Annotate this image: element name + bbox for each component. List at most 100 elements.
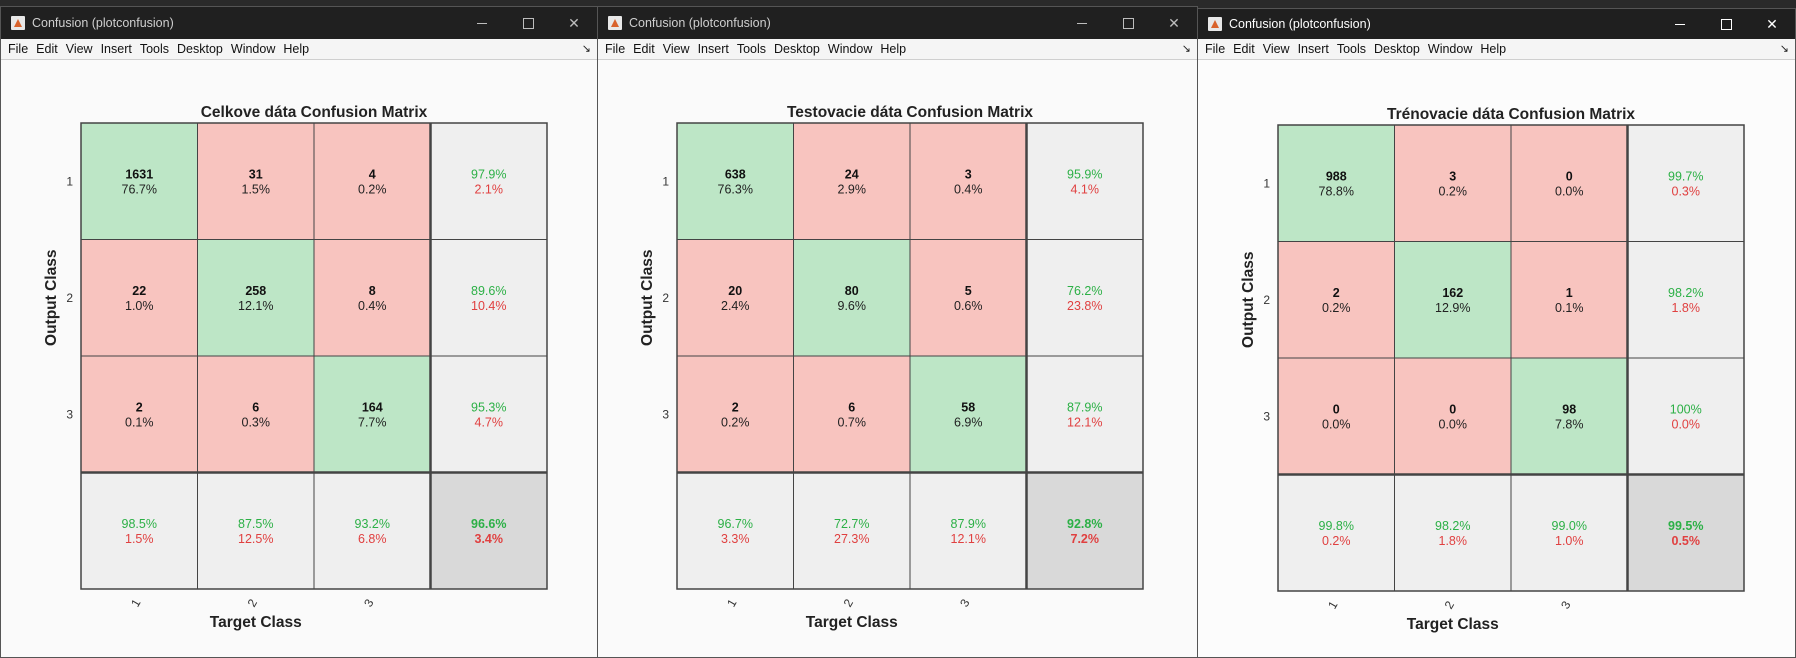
maximize-icon[interactable] (1703, 9, 1749, 39)
minimize-icon[interactable] (1657, 9, 1703, 39)
menu-tools[interactable]: Tools (1336, 42, 1367, 56)
matrix-cell (676, 355, 794, 473)
cell-count: 0 (1449, 402, 1456, 416)
matrix-cell (1627, 474, 1745, 592)
menu-tools[interactable]: Tools (139, 42, 170, 56)
matrix-cell (793, 355, 911, 473)
col-recall: 98.5% (122, 517, 157, 531)
confusion-matrix-chart: Celkove dáta Confusion Matrix163176.7%31… (43, 104, 548, 631)
cell-count: 2 (136, 400, 143, 414)
cell-count: 2 (732, 400, 739, 414)
close-icon[interactable]: ✕ (1168, 14, 1180, 31)
col-recall: 99.0% (1552, 519, 1587, 533)
dock-arrow-icon[interactable]: ↘ (1181, 43, 1191, 55)
x-tick-label: 1 (128, 596, 144, 609)
cell-count: 20 (728, 284, 742, 298)
menu-help[interactable]: Help (283, 42, 310, 56)
cell-count: 0 (1566, 169, 1573, 183)
row-precision: 89.6% (471, 284, 506, 298)
x-tick-label: 2 (1442, 598, 1458, 611)
menu-edit[interactable]: Edit (633, 42, 655, 56)
close-icon[interactable]: ✕ (568, 14, 580, 31)
matrix-cell (1277, 357, 1395, 475)
row-precision: 98.2% (1668, 286, 1703, 300)
col-recall: 98.2% (1435, 519, 1470, 533)
window-titlebar[interactable]: Confusion (plotconfusion) ✕ (598, 7, 1197, 39)
y-tick-label: 3 (1263, 409, 1270, 423)
menu-insert[interactable]: Insert (100, 42, 132, 56)
menu-bar: File Edit View Insert Tools Desktop Wind… (1198, 39, 1795, 60)
matlab-icon (1208, 17, 1222, 31)
minimize-icon[interactable] (1059, 7, 1105, 39)
x-tick-label: 3 (1558, 598, 1574, 611)
matrix-cell (793, 122, 911, 240)
cell-percent: 12.1% (238, 299, 273, 313)
y-tick-label: 3 (662, 407, 669, 421)
menu-file[interactable]: File (1205, 42, 1226, 56)
menu-help[interactable]: Help (880, 42, 907, 56)
overall-accuracy: 96.6% (471, 517, 506, 531)
matrix-cell (909, 122, 1027, 240)
matrix-cell (676, 239, 794, 357)
maximize-icon[interactable] (1105, 7, 1151, 39)
menu-help[interactable]: Help (1480, 42, 1507, 56)
close-icon[interactable]: ✕ (1766, 15, 1778, 32)
menu-view[interactable]: View (65, 42, 93, 56)
y-tick-label: 1 (1263, 176, 1270, 190)
menu-view[interactable]: View (1262, 42, 1290, 56)
matrix-cell (909, 355, 1027, 473)
matrix-cell (793, 239, 911, 357)
dock-arrow-icon[interactable]: ↘ (1779, 43, 1789, 55)
cell-percent: 0.2% (358, 182, 387, 196)
dock-arrow-icon[interactable]: ↘ (581, 43, 591, 55)
cell-percent: 12.9% (1435, 301, 1470, 315)
menu-window[interactable]: Window (230, 42, 276, 56)
window-titlebar[interactable]: Confusion (plotconfusion) ✕ (1, 7, 597, 39)
menu-tools[interactable]: Tools (736, 42, 767, 56)
cell-percent: 0.0% (1322, 417, 1351, 431)
row-error: 0.0% (1672, 417, 1701, 431)
cell-count: 3 (1449, 169, 1456, 183)
matrix-border (676, 122, 1144, 590)
cell-count: 164 (362, 400, 383, 414)
matrix-cell (1510, 124, 1628, 242)
menu-window[interactable]: Window (827, 42, 873, 56)
y-tick-label: 2 (662, 291, 669, 305)
cell-percent: 0.4% (954, 182, 983, 196)
cell-count: 1631 (125, 167, 153, 181)
cell-count: 24 (845, 167, 859, 181)
cell-count: 98 (1562, 402, 1576, 416)
matlab-icon (11, 16, 25, 30)
menu-insert[interactable]: Insert (697, 42, 729, 56)
cell-percent: 1.0% (125, 299, 154, 313)
matrix-cell (197, 122, 315, 240)
menu-desktop[interactable]: Desktop (774, 42, 820, 56)
menu-file[interactable]: File (605, 42, 626, 56)
overall-error: 7.2% (1071, 532, 1100, 546)
col-error: 27.3% (834, 532, 869, 546)
menu-desktop[interactable]: Desktop (177, 42, 223, 56)
menu-insert[interactable]: Insert (1297, 42, 1329, 56)
col-error: 1.5% (125, 532, 154, 546)
menu-view[interactable]: View (662, 42, 690, 56)
menu-file[interactable]: File (8, 42, 29, 56)
figure-window-train[interactable]: Confusion (plotconfusion) ✕ File Edit Vi… (1197, 8, 1796, 658)
menu-bar: File Edit View Insert Tools Desktop Wind… (1, 39, 597, 60)
y-tick-label: 1 (662, 174, 669, 188)
matrix-cell (197, 355, 315, 473)
menu-window[interactable]: Window (1427, 42, 1473, 56)
cell-count: 3 (965, 167, 972, 181)
plot-area: Testovacie dáta Confusion Matrix 638 76.3%… (598, 60, 1197, 657)
figure-window-test[interactable]: Confusion (plotconfusion) ✕ File Edit Vi… (597, 6, 1198, 658)
menu-edit[interactable]: Edit (36, 42, 58, 56)
minimize-icon[interactable] (459, 7, 505, 39)
menu-desktop[interactable]: Desktop (1374, 42, 1420, 56)
matrix-title: Testovacie dáta Confusion Matrix (787, 104, 1033, 121)
figure-window-overall[interactable]: Confusion (plotconfusion) ✕ File Edit Vi… (0, 6, 598, 658)
row-error: 0.3% (1672, 184, 1701, 198)
confusion-matrix-chart: Testovacie dáta Confusion Matrix 63876.3%… (639, 104, 1144, 631)
maximize-icon[interactable] (505, 7, 551, 39)
window-titlebar[interactable]: Confusion (plotconfusion) ✕ (1198, 9, 1795, 39)
menu-edit[interactable]: Edit (1233, 42, 1255, 56)
matrix-cell (676, 122, 794, 240)
